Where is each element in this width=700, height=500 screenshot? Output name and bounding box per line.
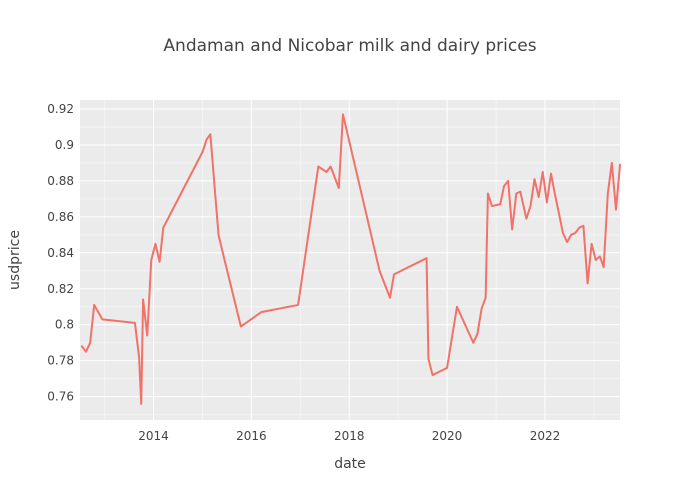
x-tick-label: 2020 <box>432 429 463 443</box>
data-point <box>578 227 580 229</box>
data-point <box>574 232 576 234</box>
data-point <box>507 180 509 182</box>
data-point <box>558 212 560 214</box>
data-point <box>456 306 458 308</box>
data-point <box>206 139 208 141</box>
data-point <box>487 192 489 194</box>
data-point <box>325 171 327 173</box>
data-point <box>218 234 220 236</box>
data-point <box>81 345 83 347</box>
data-point <box>317 166 319 168</box>
data-point <box>93 304 95 306</box>
data-point <box>525 218 527 220</box>
data-point <box>427 358 429 360</box>
data-point <box>534 178 536 180</box>
data-point <box>591 243 593 245</box>
data-point <box>140 403 142 405</box>
x-tick-label: 2016 <box>236 429 267 443</box>
series-layer <box>80 113 621 405</box>
x-axis-ticks: 2014 2016 2018 2020 2022 <box>138 429 560 443</box>
x-tick-label: 2014 <box>138 429 169 443</box>
x-tick-label: 2018 <box>334 429 365 443</box>
y-axis-title: usdprice <box>7 230 23 290</box>
data-point <box>611 162 613 164</box>
y-tick-label: 0.88 <box>47 174 74 188</box>
data-point <box>503 185 505 187</box>
series-line <box>80 113 621 405</box>
data-point <box>142 299 144 301</box>
data-point <box>162 227 164 229</box>
data-point <box>426 257 428 259</box>
data-point <box>499 203 501 205</box>
data-point <box>101 318 103 320</box>
data-point <box>607 192 609 194</box>
data-point <box>603 266 605 268</box>
data-point <box>209 133 211 135</box>
y-tick-label: 0.76 <box>47 390 74 404</box>
y-tick-label: 0.8 <box>55 318 74 332</box>
data-point <box>224 259 226 261</box>
y-tick-label: 0.86 <box>47 210 74 224</box>
data-point <box>562 232 564 234</box>
data-point <box>582 225 584 227</box>
data-point <box>89 342 91 344</box>
data-point <box>566 241 568 243</box>
data-point <box>260 311 262 313</box>
data-point <box>554 192 556 194</box>
data-point <box>481 308 483 310</box>
data-point <box>389 297 391 299</box>
data-point <box>550 173 552 175</box>
data-point <box>485 297 487 299</box>
data-point <box>546 201 548 203</box>
data-point <box>201 151 203 153</box>
data-point <box>472 342 474 344</box>
x-axis-title: date <box>334 456 366 472</box>
data-point <box>342 113 344 115</box>
data-point <box>146 335 148 337</box>
data-point <box>432 374 434 376</box>
data-point <box>330 166 332 168</box>
data-point <box>446 367 448 369</box>
data-point <box>154 243 156 245</box>
data-point <box>530 205 532 207</box>
data-point <box>519 191 521 193</box>
chart-title: Andaman and Nicobar milk and dairy price… <box>163 36 536 56</box>
data-point <box>159 261 161 263</box>
data-point <box>393 273 395 275</box>
data-point <box>515 192 517 194</box>
y-tick-label: 0.82 <box>47 282 74 296</box>
data-point <box>85 351 87 353</box>
x-tick-label: 2022 <box>530 429 561 443</box>
data-point <box>379 270 381 272</box>
y-axis-ticks: 0.76 0.78 0.8 0.82 0.84 0.86 0.88 0.9 0.92 <box>47 102 74 404</box>
y-tick-label: 0.84 <box>47 246 74 260</box>
data-point <box>615 209 617 211</box>
y-tick-label: 0.78 <box>47 354 74 368</box>
data-point <box>338 187 340 189</box>
data-point <box>619 164 621 166</box>
data-point <box>297 304 299 306</box>
y-tick-label: 0.92 <box>47 102 74 116</box>
data-point <box>150 259 152 261</box>
data-point <box>138 356 140 358</box>
data-point <box>542 171 544 173</box>
data-point <box>595 259 597 261</box>
data-point <box>599 255 601 257</box>
data-point <box>491 205 493 207</box>
data-point <box>240 326 242 328</box>
data-point <box>134 322 136 324</box>
data-point <box>476 333 478 335</box>
y-tick-label: 0.9 <box>55 138 74 152</box>
data-point <box>570 234 572 236</box>
data-point <box>538 196 540 198</box>
plot-area <box>80 100 620 420</box>
data-point <box>587 282 589 284</box>
data-point <box>511 228 513 230</box>
